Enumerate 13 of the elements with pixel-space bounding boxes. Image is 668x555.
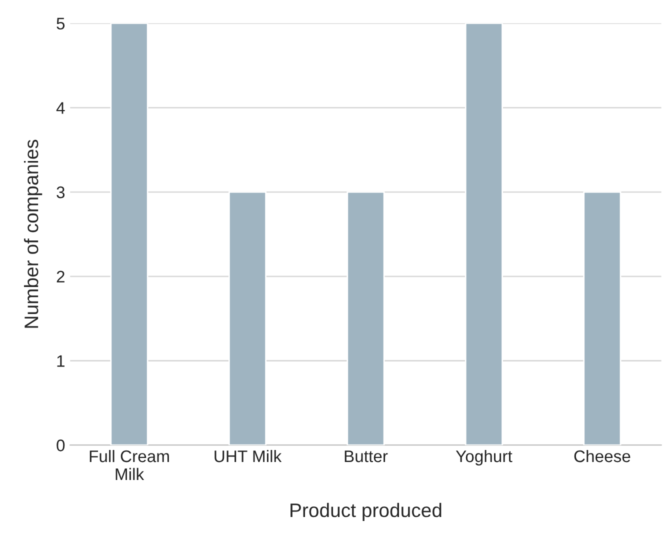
x-axis-title: Product produced [290, 502, 442, 522]
y-tick-label: 5 [56, 18, 65, 30]
y-tick-label: 3 [56, 186, 65, 198]
y-axis-title: Number of companies [24, 140, 42, 328]
y-tick-label: 0 [56, 440, 65, 452]
y-tick-label: 4 [56, 102, 65, 114]
y-tick-label: 1 [57, 355, 64, 367]
x-tick-label: Full Cream Milk [90, 450, 169, 480]
x-tick-label: Yoghurt [456, 450, 512, 466]
x-tick-label: UHT Milk [214, 450, 282, 462]
x-tick-label: Butter [344, 450, 388, 462]
x-tick-label: Cheese [574, 450, 630, 462]
y-tick-label: 2 [56, 270, 64, 282]
